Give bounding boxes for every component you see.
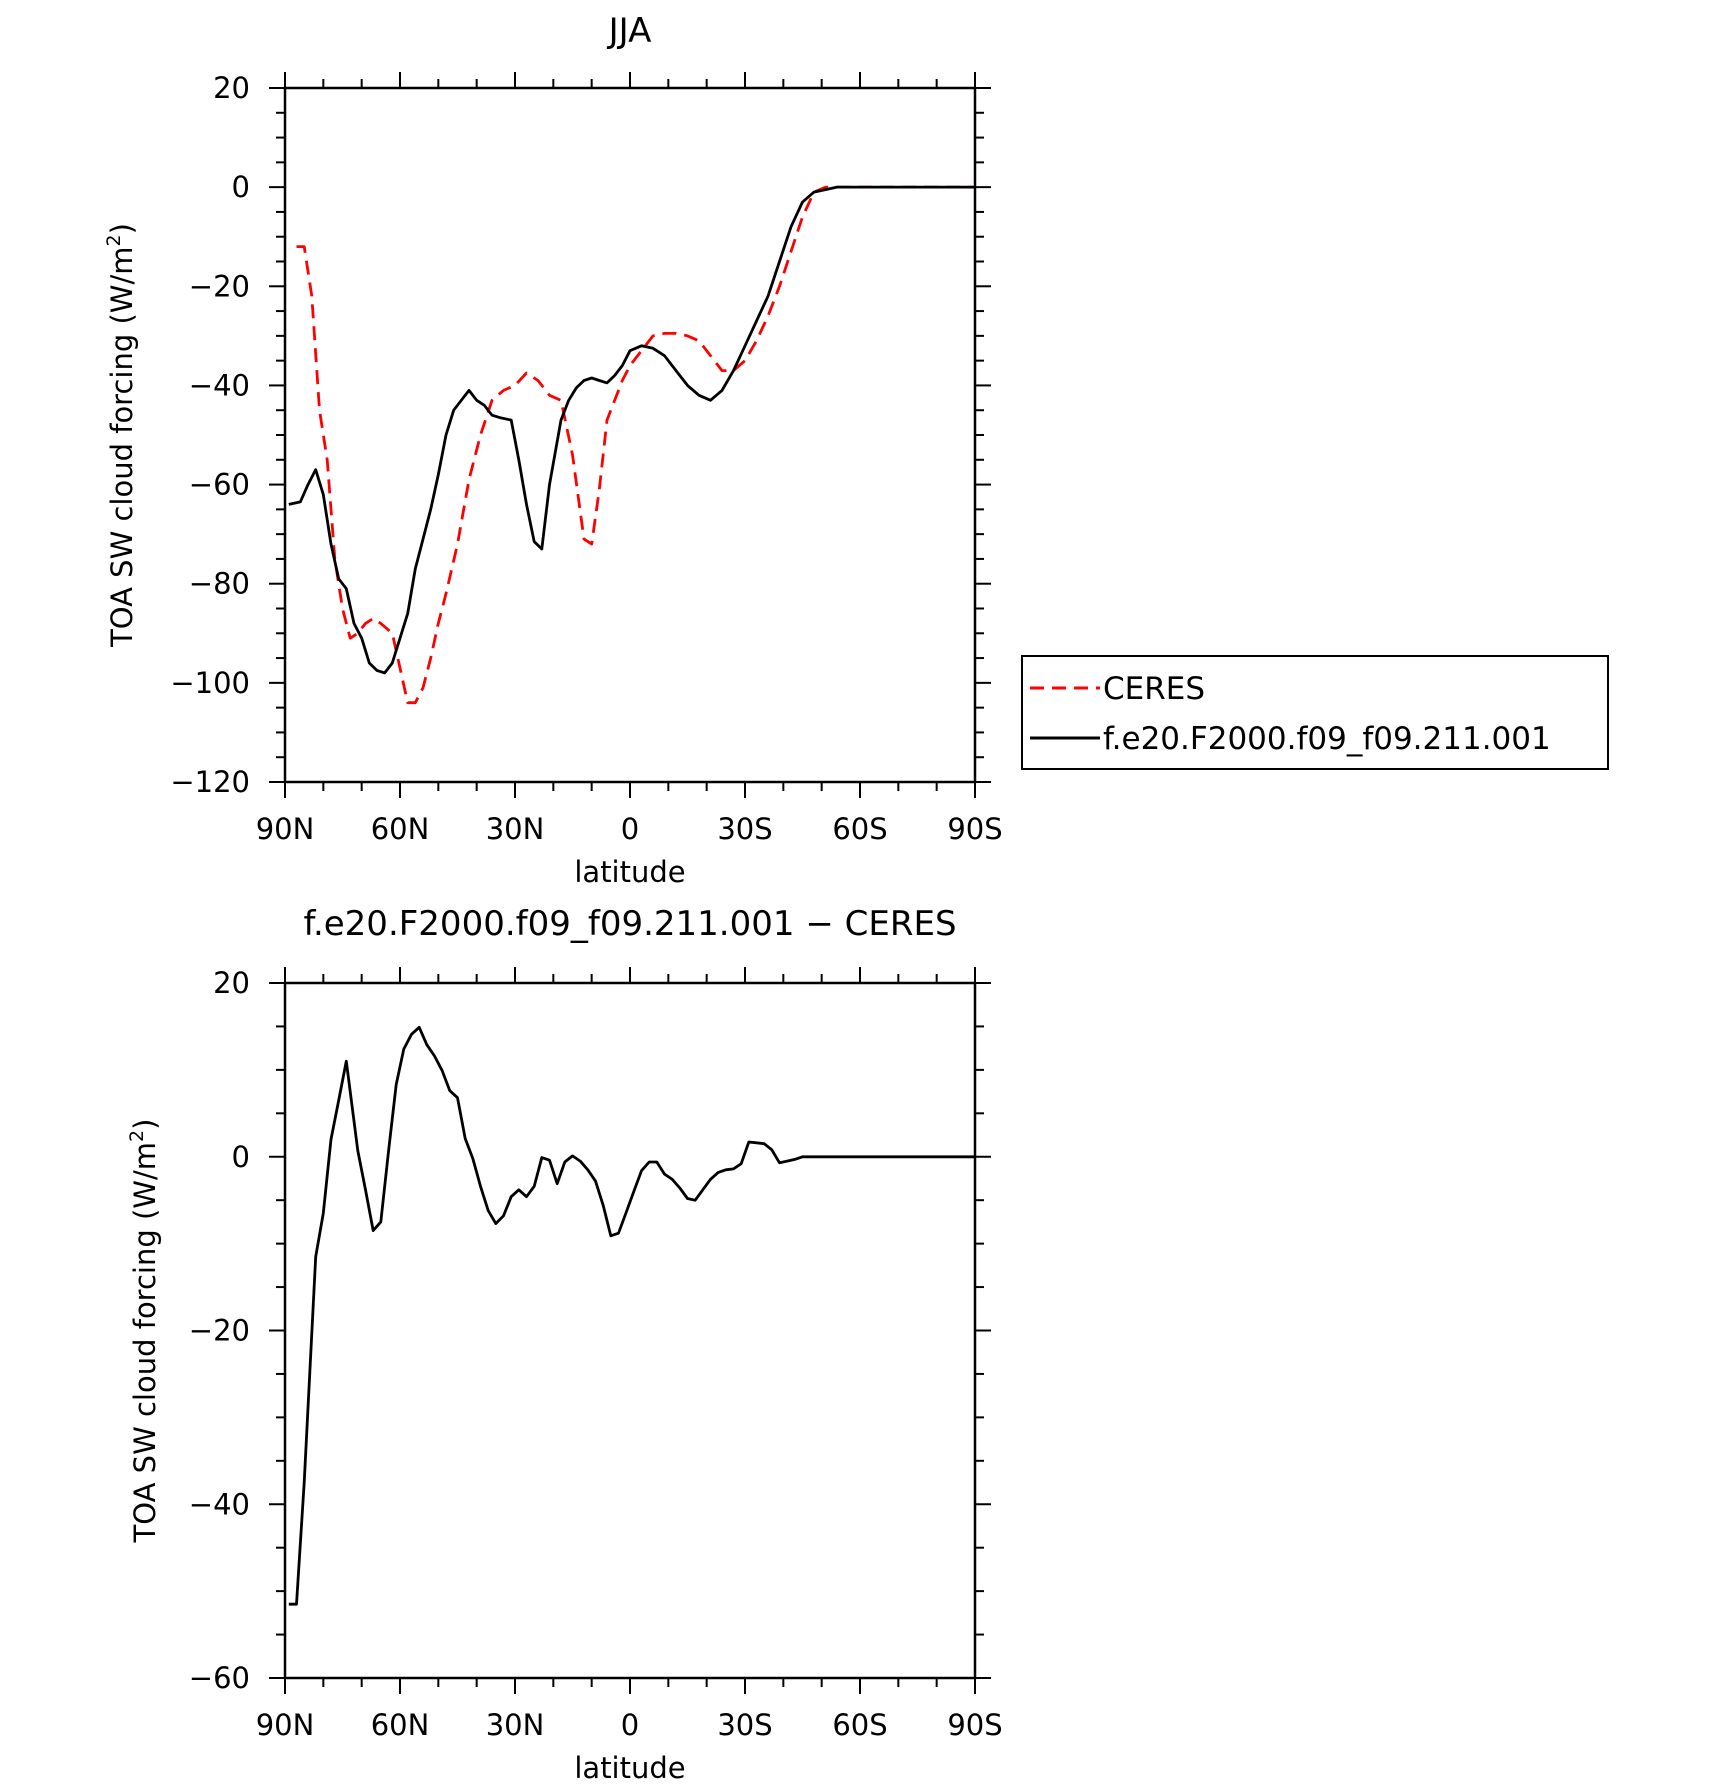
top-chart-title: JJA xyxy=(607,11,652,51)
top-x-tick-label: 30S xyxy=(717,812,772,846)
bottom-y-tick-label: −40 xyxy=(189,1487,250,1521)
bottom-x-tick-label: 90S xyxy=(947,1708,1002,1742)
top-y-tick-label: −120 xyxy=(170,765,250,799)
top-series-ceres-line xyxy=(296,185,975,705)
legend-box xyxy=(1021,655,1609,770)
legend: CERES f.e20.F2000.f09_f09.211.001 xyxy=(1021,655,1609,770)
top-x-tick-label: 60S xyxy=(832,812,887,846)
top-y-tick-label: −20 xyxy=(189,269,250,303)
bottom-x-tick-label: 0 xyxy=(621,1708,639,1742)
top-plot-frame xyxy=(283,86,977,784)
bottom-panel-difference: f.e20.F2000.f09_f09.211.001 − CERES 20 0 −2… xyxy=(126,904,1003,1785)
top-x-tick-label: 90S xyxy=(947,812,1002,846)
legend-label-model: f.e20.F2000.f09_f09.211.001 xyxy=(1103,721,1551,757)
top-x-tick-label: 0 xyxy=(621,812,639,846)
bottom-y-tick-label: −20 xyxy=(189,1314,250,1348)
top-x-tick-label: 60N xyxy=(371,812,430,846)
bottom-chart-title: f.e20.F2000.f09_f09.211.001 − CERES xyxy=(303,904,956,944)
bottom-y-tick-label: 20 xyxy=(213,966,250,1000)
bottom-plot-frame xyxy=(283,981,977,1680)
top-y-tick-label: −80 xyxy=(189,567,250,601)
bottom-y-tick-label: −60 xyxy=(189,1661,250,1695)
top-y-tick-label: −60 xyxy=(189,468,250,502)
bottom-y-tick-label: 0 xyxy=(232,1140,250,1174)
bottom-x-tick-label: 30S xyxy=(717,1708,772,1742)
top-x-tick-label: 90N xyxy=(256,812,315,846)
bottom-x-tick-label: 60N xyxy=(371,1708,430,1742)
top-y-axis-label: TOA SW cloud forcing (W/m2) xyxy=(103,223,139,648)
top-y-tick-label: −100 xyxy=(170,666,250,700)
top-y-tick-label: −40 xyxy=(189,368,250,402)
bottom-x-axis-label: latitude xyxy=(574,1751,685,1785)
top-x-tick-label: 30N xyxy=(486,812,545,846)
top-x-axis-label: latitude xyxy=(574,855,685,889)
bottom-x-tick-label: 30N xyxy=(486,1708,545,1742)
top-y-tick-label: 0 xyxy=(232,170,250,204)
top-series-model-line xyxy=(288,185,975,675)
bottom-x-tick-label: 90N xyxy=(256,1708,315,1742)
bottom-y-axis-label: TOA SW cloud forcing (W/m2) xyxy=(126,1119,162,1544)
legend-label-ceres: CERES xyxy=(1103,671,1205,707)
bottom-x-tick-label: 60S xyxy=(832,1708,887,1742)
bottom-series-difference-line xyxy=(288,1025,975,1606)
top-y-tick-label: 20 xyxy=(213,71,250,105)
